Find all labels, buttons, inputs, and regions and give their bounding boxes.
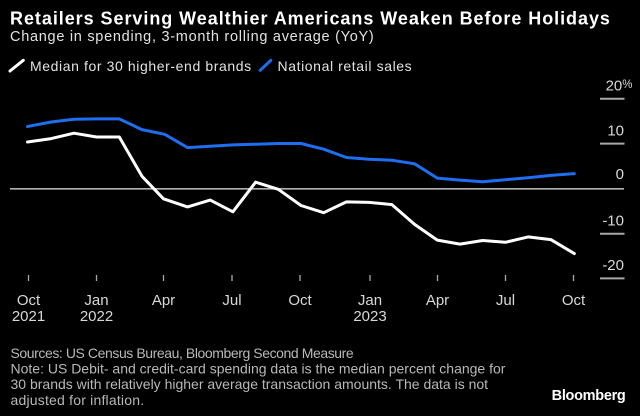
svg-text:Sources: US Census Bureau, Blo: Sources: US Census Bureau, Bloomberg Sec… xyxy=(11,345,354,361)
svg-text:0: 0 xyxy=(616,166,624,183)
svg-text:National retail sales: National retail sales xyxy=(278,58,413,74)
svg-text:10: 10 xyxy=(607,122,624,139)
svg-text:Oct: Oct xyxy=(288,292,312,309)
svg-text:-10: -10 xyxy=(602,213,624,230)
svg-text:Note: US Debit- and credit-car: Note: US Debit- and credit-card spending… xyxy=(11,361,506,377)
svg-text:Median for 30 higher-end brand: Median for 30 higher-end brands xyxy=(30,58,252,74)
svg-text:20%: 20% xyxy=(606,78,633,95)
svg-text:Apr: Apr xyxy=(152,292,175,309)
svg-text:Change in spending, 3-month ro: Change in spending, 3-month rolling aver… xyxy=(10,29,374,45)
svg-text:2023: 2023 xyxy=(353,308,386,325)
svg-text:Jan: Jan xyxy=(358,292,382,309)
svg-text:Oct: Oct xyxy=(562,292,586,309)
svg-text:Oct: Oct xyxy=(17,292,41,309)
svg-text:Jan: Jan xyxy=(84,292,108,309)
svg-text:30 brands with relatively high: 30 brands with relatively higher average… xyxy=(11,376,489,392)
svg-text:Jul: Jul xyxy=(222,292,241,309)
svg-text:2021: 2021 xyxy=(12,308,45,325)
svg-text:Apr: Apr xyxy=(426,292,449,309)
svg-text:Jul: Jul xyxy=(496,292,515,309)
svg-text:Retailers Serving Wealthier Am: Retailers Serving Wealthier Americans We… xyxy=(10,9,611,29)
svg-text:-20: -20 xyxy=(602,257,624,274)
svg-text:Bloomberg: Bloomberg xyxy=(552,388,626,404)
svg-text:adjusted for inflation.: adjusted for inflation. xyxy=(11,392,145,408)
svg-text:2022: 2022 xyxy=(80,308,113,325)
